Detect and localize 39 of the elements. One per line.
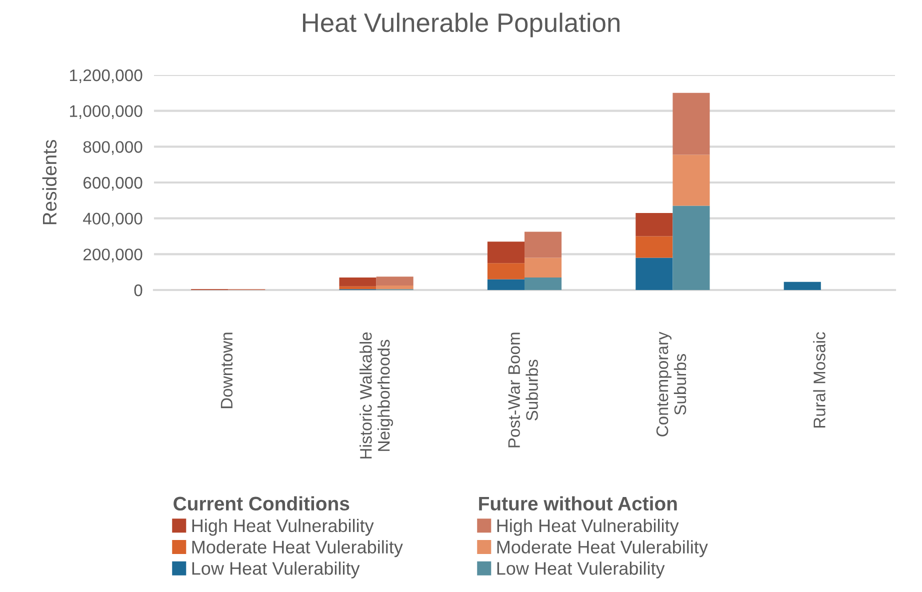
legend-label: High Heat Vulnerability — [192, 518, 374, 536]
y-tick-label: 200,000 — [83, 248, 142, 262]
y-axis-title: Residents — [42, 140, 57, 224]
bar — [487, 242, 524, 264]
y-tick-label: 0 — [134, 284, 142, 296]
x-tick-label: Rural Mosaic — [813, 332, 826, 428]
bar — [672, 154, 710, 206]
x-tick-label: Downtown — [220, 332, 233, 408]
x-tick-label: Post-War Boom Suburbs — [508, 332, 538, 448]
x-tick-label: Historic Walkable Neighborhoods — [360, 332, 394, 458]
bar — [784, 282, 821, 290]
y-tick-label: 1,000,000 — [70, 105, 142, 120]
legend-label: Moderate Heat Vulerability — [497, 540, 708, 558]
bar — [487, 263, 524, 280]
bar — [672, 92, 710, 155]
bar — [339, 277, 376, 286]
bar — [487, 279, 524, 290]
bar — [376, 286, 414, 290]
text: Future without Action — [479, 496, 677, 511]
legend-label: Low Heat Vulerability — [497, 562, 665, 578]
y-tick-label: 1,200,000 — [70, 69, 142, 84]
y-tick-label: 400,000 — [83, 212, 142, 227]
bar — [524, 258, 562, 278]
bar — [636, 212, 673, 236]
chart-title: Heat Vulnerable Population — [303, 12, 620, 38]
x-tick-label: Contemporary Suburbs — [656, 332, 686, 436]
text: Current Conditions — [174, 496, 350, 511]
bar — [524, 277, 562, 290]
bar — [524, 232, 562, 258]
legend-label: Moderate Heat Vulerability — [192, 540, 403, 558]
bar — [636, 236, 673, 258]
legend-label: High Heat Vulnerability — [497, 518, 679, 536]
bar — [672, 206, 710, 290]
legend-label: Low Heat Vulerability — [192, 562, 360, 578]
bar — [636, 258, 673, 290]
y-tick-label: 800,000 — [83, 141, 142, 155]
bar — [339, 286, 376, 290]
bar — [376, 276, 414, 286]
y-tick-label: 600,000 — [83, 176, 142, 191]
